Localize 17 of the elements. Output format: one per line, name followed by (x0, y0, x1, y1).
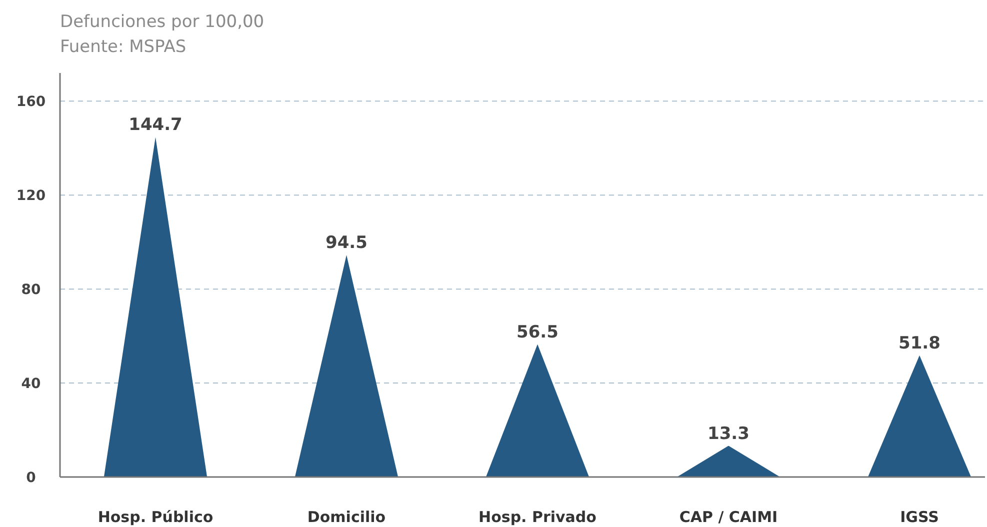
y-tick-label: 160 (16, 94, 46, 110)
y-tick-label: 80 (21, 282, 41, 298)
chart-title: Defunciones por 100,00 (60, 12, 264, 32)
x-tick-label: Hosp. Privado (478, 508, 596, 526)
x-tick-label: Hosp. Público (98, 508, 214, 526)
data-label: 144.7 (128, 115, 182, 136)
data-label: 94.5 (326, 233, 368, 254)
y-tick-label: 0 (26, 470, 36, 486)
data-label: 13.3 (708, 424, 750, 444)
x-tick-label: IGSS (900, 508, 939, 526)
data-label: 51.8 (898, 333, 940, 354)
y-tick-label: 40 (21, 376, 41, 392)
y-tick-label: 120 (16, 188, 46, 204)
x-tick-label: Domicilio (307, 508, 386, 526)
data-label: 56.5 (516, 322, 558, 342)
x-tick-label: CAP / CAIMI (679, 508, 778, 526)
chart-subtitle: Fuente: MSPAS (60, 37, 186, 57)
